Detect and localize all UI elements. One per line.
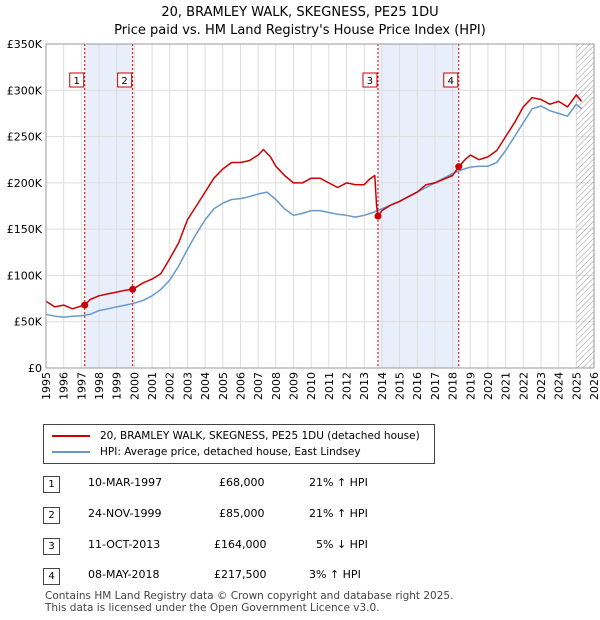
x-tick-label: 2003 (181, 372, 194, 400)
sale-marker-box (69, 72, 85, 88)
transaction-price: £68,000 (219, 476, 265, 489)
sale-marker-label: 3 (367, 76, 373, 87)
x-tick-label: 2006 (234, 372, 247, 400)
x-tick-label: 1997 (75, 372, 88, 400)
x-tick-label: 2023 (535, 372, 548, 400)
x-tick-label: 2009 (287, 372, 300, 400)
x-tick-label: 2005 (217, 372, 230, 400)
sale-marker-box (362, 72, 378, 88)
transaction-hpi: 21% ↑ HPI (309, 507, 368, 520)
footer-licence: This data is licensed under the Open Gov… (45, 602, 380, 614)
forecast-hatch (576, 44, 594, 368)
x-tick-label: 2024 (553, 372, 566, 400)
x-tick-label: 2008 (270, 372, 283, 400)
transaction-number: 1 (43, 476, 60, 493)
y-tick-label: £150K (7, 223, 43, 236)
transaction-date: 08-MAY-2018 (88, 568, 160, 581)
transaction-number: 2 (43, 507, 60, 524)
legend: 20, BRAMLEY WALK, SKEGNESS, PE25 1DU (de… (43, 424, 435, 464)
x-tick-label: 2010 (305, 372, 318, 400)
sale-marker-box (443, 72, 459, 88)
sale-marker-label: 4 (448, 76, 454, 87)
legend-label-hpi: HPI: Average price, detached house, East… (100, 446, 361, 458)
transaction-date: 24-NOV-1999 (88, 507, 162, 520)
shaded-band (377, 44, 459, 368)
transaction-price: £85,000 (219, 507, 265, 520)
sale-point (129, 285, 137, 293)
transaction-price: £217,500 (214, 568, 267, 581)
transaction-hpi: 5% ↓ HPI (316, 538, 368, 551)
transaction-hpi: 3% ↑ HPI (309, 568, 361, 581)
legend-item-property: 20, BRAMLEY WALK, SKEGNESS, PE25 1DU (de… (52, 428, 420, 444)
transaction-number: 3 (43, 538, 60, 555)
x-tick-label: 2011 (323, 372, 336, 400)
shaded-band (84, 44, 133, 368)
x-tick-label: 1995 (40, 372, 53, 400)
x-tick-label: 2013 (358, 372, 371, 400)
sale-marker-label: 1 (74, 76, 80, 87)
x-tick-label: 2018 (447, 372, 460, 400)
footer-copyright: Contains HM Land Registry data © Crown c… (45, 590, 454, 602)
x-tick-label: 2000 (128, 372, 141, 400)
transaction-date: 11-OCT-2013 (88, 538, 161, 551)
chart-title: 20, BRAMLEY WALK, SKEGNESS, PE25 1DU (161, 5, 439, 20)
chart-subtitle: Price paid vs. HM Land Registry's House … (114, 23, 486, 38)
legend-red-swatch (52, 435, 90, 437)
transaction-number: 4 (43, 568, 60, 585)
x-tick-label: 2015 (394, 372, 407, 400)
y-tick-label: £350K (7, 38, 43, 51)
x-tick-label: 2016 (411, 372, 424, 400)
y-tick-label: £100K (7, 269, 43, 282)
transaction-price: £164,000 (214, 538, 267, 551)
legend-label-property: 20, BRAMLEY WALK, SKEGNESS, PE25 1DU (de… (100, 430, 420, 442)
x-tick-label: 2001 (146, 372, 159, 400)
x-tick-label: 2004 (199, 372, 212, 400)
x-tick-label: 2026 (588, 372, 600, 400)
transaction-hpi: 21% ↑ HPI (309, 476, 368, 489)
price-chart: 1 2 3 4 £0 £50K £100K £150K £200K £250K £300K £350… (7, 38, 600, 400)
x-tick-label: 2022 (517, 372, 530, 400)
transaction-date: 10-MAR-1997 (88, 476, 163, 489)
sale-marker-label: 2 (121, 76, 127, 87)
x-tick-label: 1996 (58, 372, 71, 400)
x-tick-label: 2017 (429, 372, 442, 400)
plot-area (46, 44, 594, 368)
sale-point (81, 301, 89, 309)
y-tick-label: £300K (7, 84, 43, 97)
plot-frame (45, 43, 595, 369)
x-tick-label: 2012 (341, 372, 354, 400)
x-tick-label: 1998 (93, 372, 106, 400)
hpi-line (45, 103, 583, 318)
sale-marker-box (117, 72, 133, 88)
y-tick-label: £50K (14, 316, 43, 329)
sale-point (374, 212, 382, 220)
x-tick-label: 2025 (570, 372, 583, 400)
x-tick-label: 1999 (111, 372, 124, 400)
sale-point (455, 163, 463, 171)
x-tick-label: 2002 (164, 372, 177, 400)
y-tick-label: £0 (28, 362, 42, 375)
y-tick-label: £200K (7, 177, 43, 190)
y-tick-label: £250K (7, 131, 43, 144)
x-tick-label: 2007 (252, 372, 265, 400)
x-tick-label: 2014 (376, 372, 389, 400)
x-tick-label: 2019 (464, 372, 477, 400)
legend-item-hpi: HPI: Average price, detached house, East… (52, 444, 361, 460)
x-tick-label: 2021 (500, 372, 513, 400)
legend-blue-swatch (52, 451, 90, 453)
x-tick-label: 2020 (482, 372, 495, 400)
